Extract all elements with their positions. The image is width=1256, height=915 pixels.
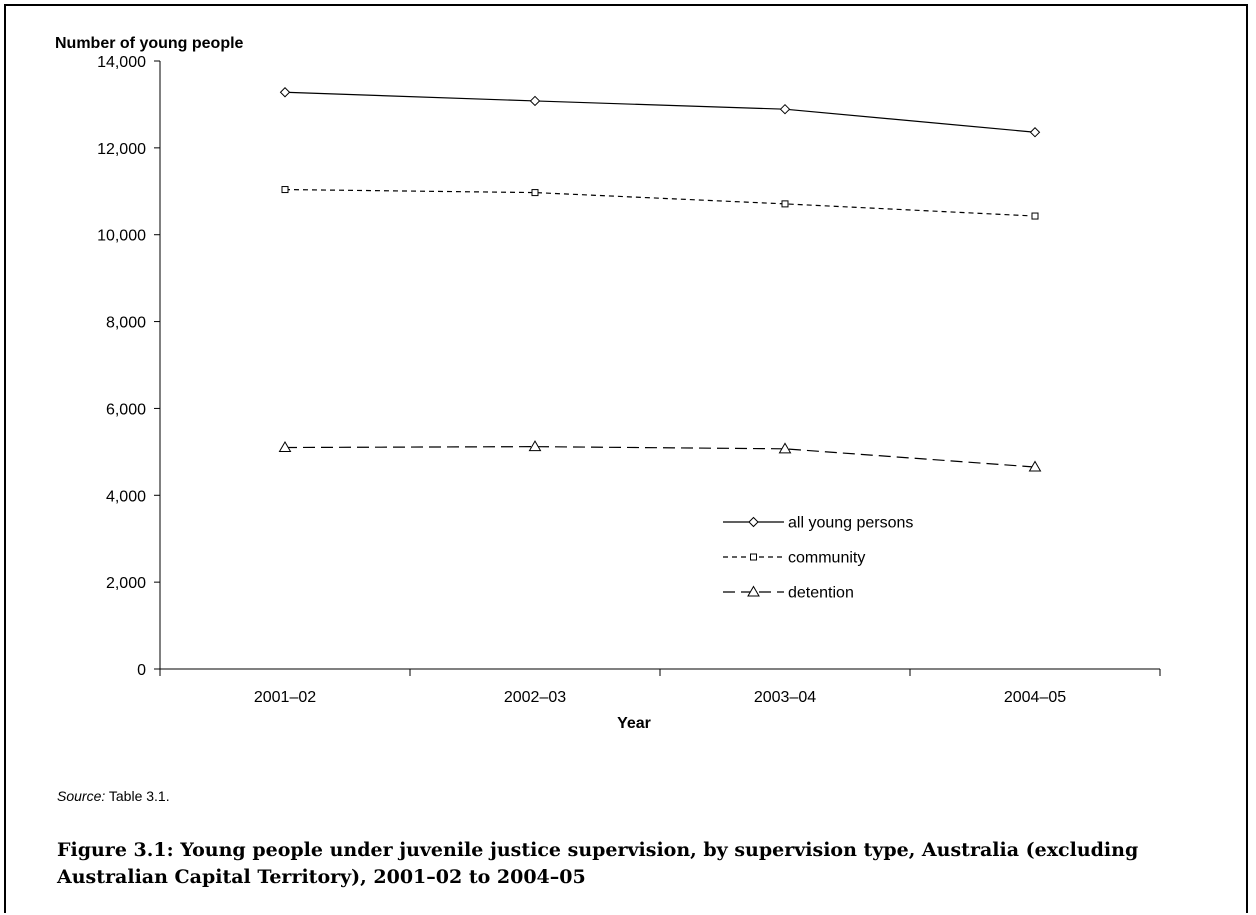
source-label: Source: bbox=[57, 788, 106, 804]
y-tick-label: 6,000 bbox=[106, 401, 146, 418]
legend-label: community bbox=[788, 550, 865, 567]
data-point bbox=[1031, 212, 1039, 220]
data-point bbox=[278, 441, 292, 453]
x-tick-label: 2001–02 bbox=[254, 689, 316, 706]
source-text: Table 3.1. bbox=[105, 788, 170, 804]
y-tick-label: 12,000 bbox=[97, 141, 146, 158]
legend-label: all young persons bbox=[788, 515, 913, 532]
x-axis-title: Year bbox=[617, 715, 651, 732]
data-point bbox=[529, 95, 541, 107]
series-line bbox=[284, 188, 1036, 217]
data-point bbox=[531, 189, 539, 197]
chart-axes: 0 2,000 4,000 6,000 8,000 10,000 12,000 14,000 2… bbox=[97, 54, 1161, 706]
data-point bbox=[279, 87, 291, 98]
legend-marker bbox=[748, 516, 759, 528]
figure-frame bbox=[4, 4, 1248, 913]
x-tick-label: 2003–04 bbox=[754, 689, 816, 706]
data-point bbox=[1029, 127, 1041, 138]
y-tick-label: 8,000 bbox=[106, 315, 146, 332]
x-tick-label: 2002–03 bbox=[504, 689, 566, 706]
series-line bbox=[284, 91, 1036, 133]
legend-label: detention bbox=[788, 585, 854, 602]
series-all-young-persons bbox=[279, 87, 1041, 138]
legend-marker bbox=[750, 553, 757, 561]
chart-legend: all young persons community detention bbox=[723, 515, 913, 602]
y-tick-label: 4,000 bbox=[106, 488, 146, 505]
data-point bbox=[1028, 460, 1042, 472]
line-chart: 0 2,000 4,000 6,000 8,000 10,000 12,000 14,000 2… bbox=[55, 35, 1161, 732]
data-point bbox=[778, 442, 792, 454]
figure-caption: Figure 3.1: Young people under juvenile … bbox=[57, 839, 1139, 888]
series-community bbox=[281, 186, 1039, 220]
data-point bbox=[528, 440, 542, 452]
chart-series bbox=[278, 87, 1042, 472]
data-point bbox=[281, 186, 289, 194]
data-point bbox=[779, 103, 791, 115]
y-axis-title: Number of young people bbox=[55, 35, 244, 52]
y-tick-label: 10,000 bbox=[97, 228, 146, 245]
y-tick-label: 0 bbox=[137, 662, 146, 679]
legend-marker bbox=[747, 585, 760, 597]
legend-item: all young persons bbox=[723, 515, 913, 532]
y-tick-label: 2,000 bbox=[106, 575, 146, 592]
x-tick-label: 2004–05 bbox=[1004, 689, 1066, 706]
y-tick-label: 14,000 bbox=[97, 54, 146, 71]
legend-item: detention bbox=[723, 585, 854, 602]
data-point bbox=[781, 200, 789, 208]
series-line bbox=[284, 446, 1036, 468]
legend-item: community bbox=[723, 550, 865, 567]
source-note: Source: Table 3.1. bbox=[57, 788, 170, 804]
series-detention bbox=[278, 440, 1042, 472]
